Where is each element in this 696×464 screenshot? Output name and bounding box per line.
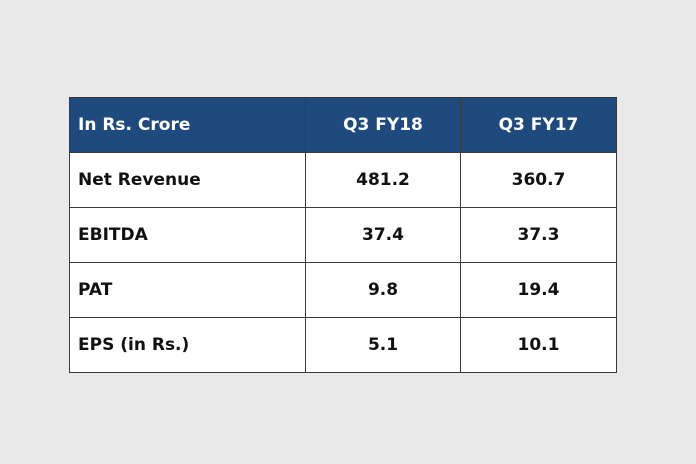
header-unit-label: In Rs. Crore — [69, 97, 306, 153]
row-label-ebitda: EBITDA — [69, 207, 306, 263]
value-ebitda-q3-fy18: 37.4 — [305, 207, 461, 263]
value-eps-q3-fy17: 10.1 — [460, 317, 617, 373]
table-row-ebitda: EBITDA 37.4 37.3 — [69, 207, 617, 263]
header-q3-fy17: Q3 FY17 — [460, 97, 617, 153]
value-eps-q3-fy18: 5.1 — [305, 317, 461, 373]
table-row-pat: PAT 9.8 19.4 — [69, 262, 617, 318]
value-pat-q3-fy17: 19.4 — [460, 262, 617, 318]
value-net-revenue-q3-fy18: 481.2 — [305, 152, 461, 208]
financial-results-table: In Rs. Crore Q3 FY18 Q3 FY17 Net Revenue… — [69, 97, 617, 373]
value-pat-q3-fy18: 9.8 — [305, 262, 461, 318]
table-header-row: In Rs. Crore Q3 FY18 Q3 FY17 — [69, 97, 617, 153]
row-label-net-revenue: Net Revenue — [69, 152, 306, 208]
header-q3-fy18: Q3 FY18 — [305, 97, 461, 153]
table-row-eps: EPS (in Rs.) 5.1 10.1 — [69, 317, 617, 373]
row-label-pat: PAT — [69, 262, 306, 318]
table-row-net-revenue: Net Revenue 481.2 360.7 — [69, 152, 617, 208]
row-label-eps: EPS (in Rs.) — [69, 317, 306, 373]
value-net-revenue-q3-fy17: 360.7 — [460, 152, 617, 208]
value-ebitda-q3-fy17: 37.3 — [460, 207, 617, 263]
